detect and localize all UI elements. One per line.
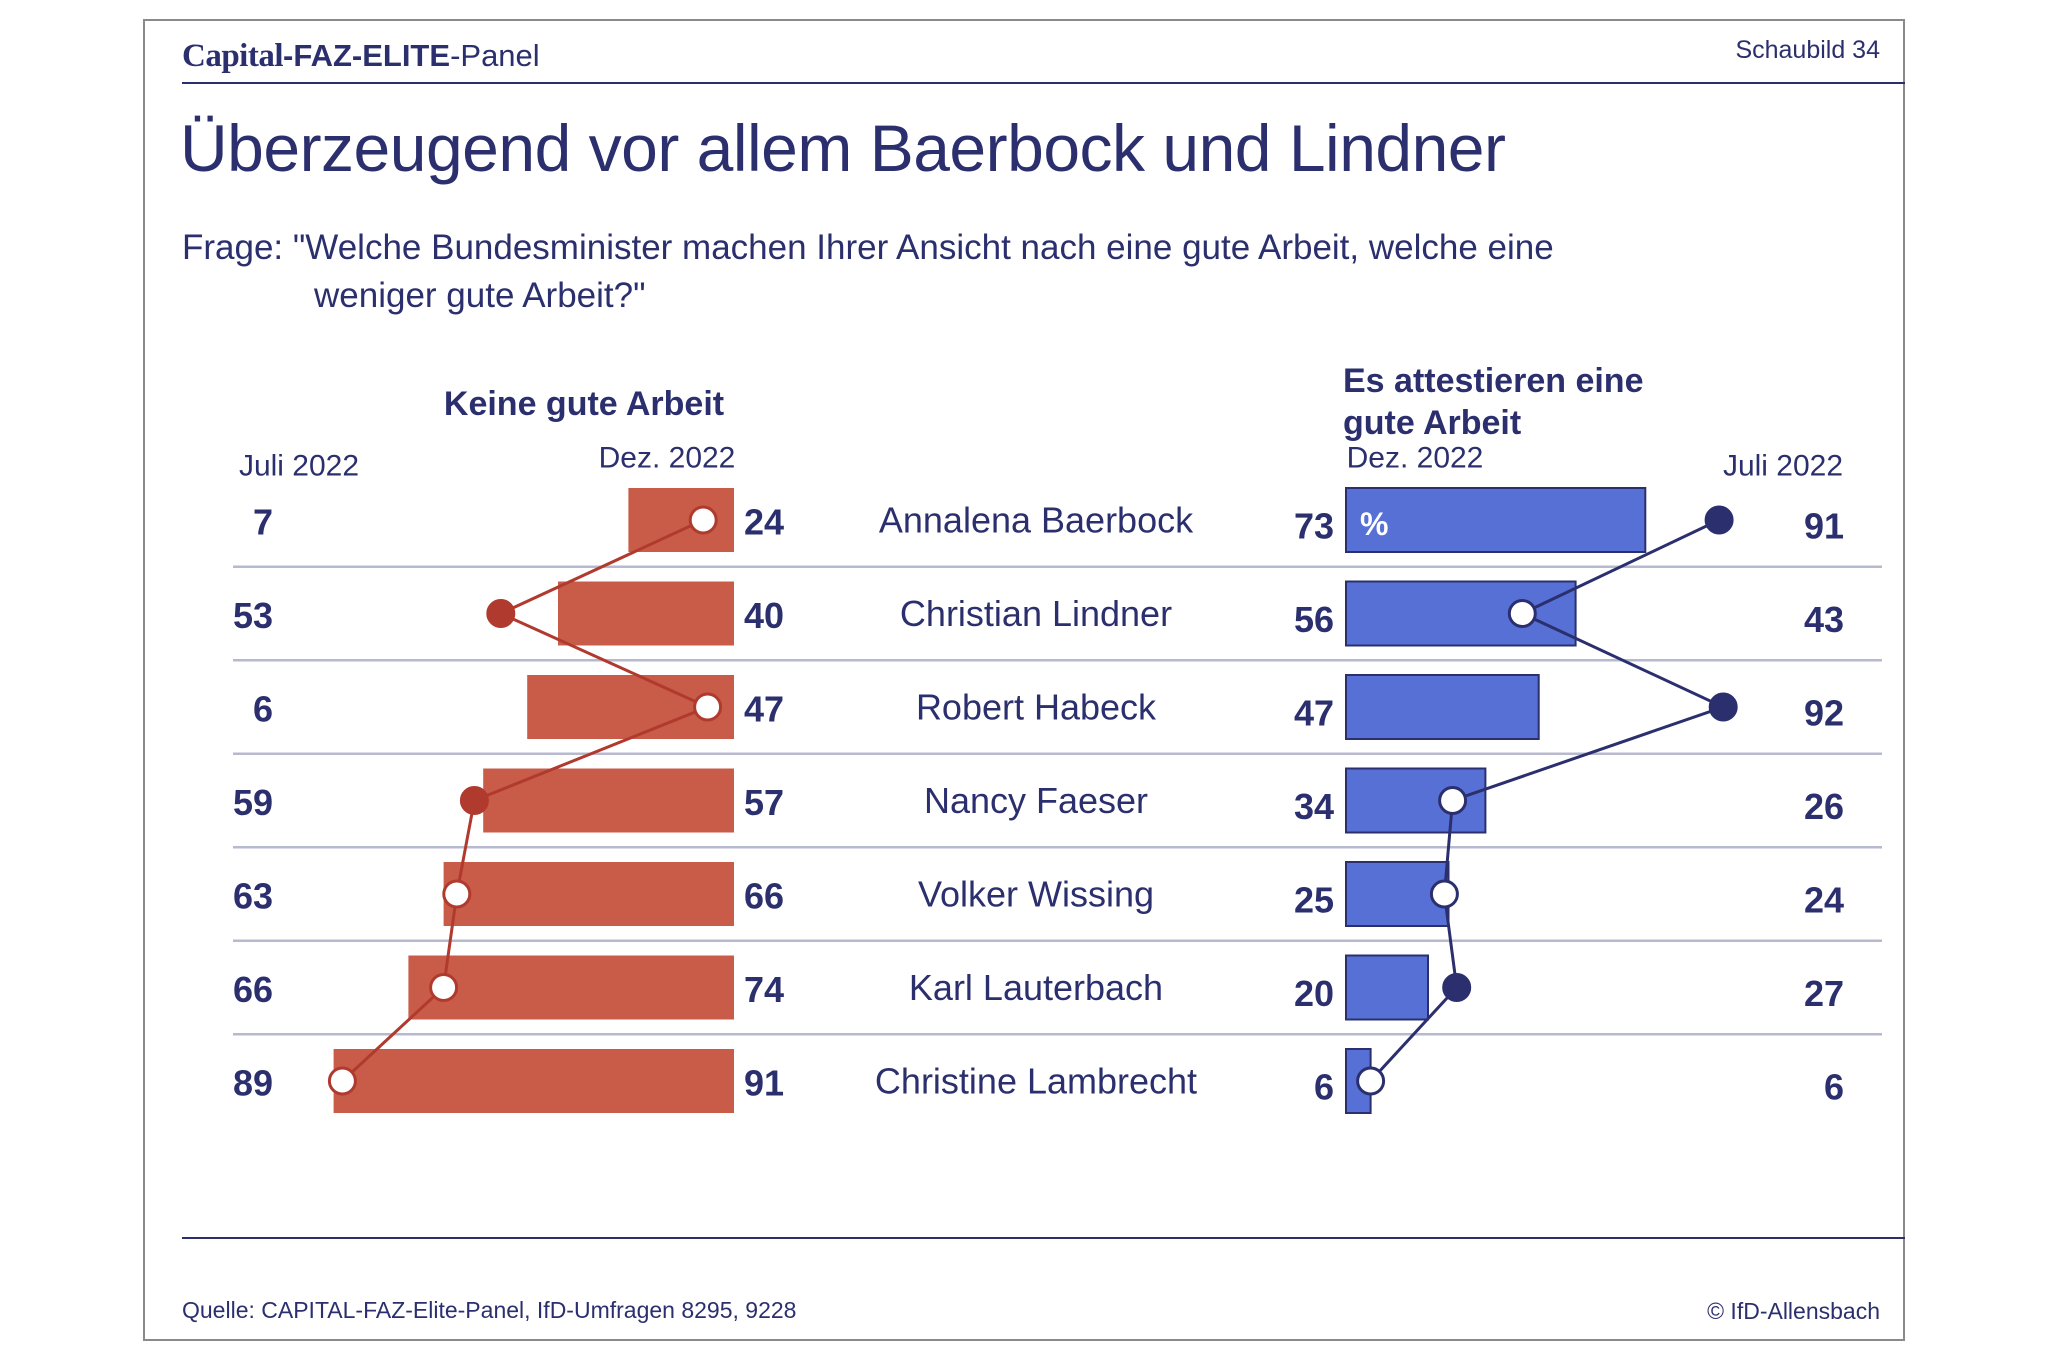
marker-keine-gute-arbeit-juli-2022 [693, 692, 723, 722]
bar-keine-gute-arbeit-dez-2022 [333, 1049, 734, 1113]
minister-name: Volker Wissing [918, 874, 1154, 915]
minister-name: Christine Lambrecht [875, 1061, 1197, 1102]
right-dez-header: Dez. 2022 [1347, 442, 1484, 475]
right-juli-header: Juli 2022 [1723, 450, 1843, 483]
header-rule [182, 82, 1905, 84]
brand-capital: Capital [182, 38, 284, 74]
chart-frame [143, 19, 1905, 1341]
bar-keine-gute-arbeit-dez-2022 [628, 488, 734, 552]
brand-logo: Capital-FAZ-ELITE-Panel [182, 38, 540, 75]
marker-keine-gute-arbeit-juli-2022 [688, 505, 718, 535]
bar-gute-arbeit-dez-2022 [1345, 954, 1429, 1021]
bar-keine-gute-arbeit-dez-2022 [443, 862, 734, 926]
label-keine-gute-arbeit-juli-2022: 59 [233, 782, 273, 823]
marker-keine-gute-arbeit-juli-2022 [459, 786, 489, 815]
marker-gute-arbeit-juli-2022 [1442, 973, 1472, 1002]
survey-question-line1: Frage: "Welche Bundesminister machen Ihr… [182, 228, 1554, 267]
figure-number: Schaubild 34 [1735, 36, 1880, 64]
label-keine-gute-arbeit-dez-2022: 74 [744, 969, 784, 1010]
label-keine-gute-arbeit-dez-2022: 47 [744, 689, 784, 730]
bar-gute-arbeit-dez-2022 [1345, 580, 1577, 647]
chart-title: Überzeugend vor allem Baerbock und Lindn… [180, 111, 1506, 185]
marker-gute-arbeit-juli-2022 [1429, 879, 1459, 909]
label-keine-gute-arbeit-dez-2022: 91 [744, 1063, 784, 1104]
marker-gute-arbeit-juli-2022 [1507, 599, 1537, 628]
label-keine-gute-arbeit-dez-2022: 66 [744, 876, 784, 917]
left-dez-header: Dez. 2022 [599, 442, 736, 475]
label-keine-gute-arbeit-juli-2022: 6 [253, 689, 273, 730]
label-gute-arbeit-dez-2022: 25 [1294, 880, 1334, 921]
minister-name: Christian Lindner [900, 593, 1172, 634]
brand-panel: -Panel [450, 38, 540, 73]
marker-gute-arbeit-juli-2022 [1708, 692, 1738, 722]
label-keine-gute-arbeit-juli-2022: 66 [233, 969, 273, 1010]
label-keine-gute-arbeit-dez-2022: 40 [744, 595, 784, 636]
right-panel-title-line1: Es attestieren eine [1343, 362, 1643, 400]
minister-name: Nancy Faeser [924, 780, 1148, 821]
marker-gute-arbeit-juli-2022 [1356, 1066, 1386, 1096]
bar-gute-arbeit-dez-2022 [1345, 487, 1647, 553]
label-gute-arbeit-juli-2022: 24 [1804, 880, 1844, 921]
label-keine-gute-arbeit-juli-2022: 7 [253, 502, 273, 543]
marker-keine-gute-arbeit-juli-2022 [486, 599, 516, 628]
minister-name: Annalena Baerbock [879, 500, 1194, 541]
survey-question: Frage: "Welche Bundesminister machen Ihr… [182, 224, 1802, 320]
marker-keine-gute-arbeit-juli-2022 [327, 1066, 357, 1096]
label-gute-arbeit-juli-2022: 43 [1804, 599, 1844, 640]
label-gute-arbeit-juli-2022: 6 [1824, 1067, 1844, 1108]
label-keine-gute-arbeit-juli-2022: 89 [233, 1063, 273, 1104]
label-keine-gute-arbeit-juli-2022: 53 [233, 595, 273, 636]
marker-gute-arbeit-juli-2022 [1704, 505, 1734, 535]
label-gute-arbeit-juli-2022: 26 [1804, 786, 1844, 827]
marker-gute-arbeit-juli-2022 [1438, 786, 1468, 815]
minister-name: Robert Habeck [916, 687, 1157, 728]
footer-rule [182, 1237, 1905, 1239]
minister-name: Karl Lauterbach [909, 967, 1163, 1008]
bar-keine-gute-arbeit-dez-2022 [408, 955, 734, 1020]
marker-keine-gute-arbeit-juli-2022 [429, 973, 459, 1002]
label-gute-arbeit-dez-2022: 6 [1314, 1067, 1334, 1108]
label-gute-arbeit-dez-2022: 47 [1294, 693, 1334, 734]
label-gute-arbeit-juli-2022: 91 [1804, 506, 1844, 547]
label-keine-gute-arbeit-dez-2022: 24 [744, 502, 784, 543]
label-gute-arbeit-dez-2022: 73 [1294, 506, 1334, 547]
left-panel-title: Keine gute Arbeit [444, 385, 724, 423]
label-gute-arbeit-juli-2022: 92 [1804, 693, 1844, 734]
percent-unit-label: % [1360, 506, 1388, 542]
label-gute-arbeit-dez-2022: 34 [1294, 786, 1334, 827]
bar-gute-arbeit-dez-2022 [1345, 674, 1540, 740]
brand-faz-elite: -FAZ-ELITE [283, 38, 451, 73]
label-gute-arbeit-juli-2022: 27 [1804, 973, 1844, 1014]
marker-keine-gute-arbeit-juli-2022 [442, 879, 472, 909]
bar-keine-gute-arbeit-dez-2022 [483, 768, 734, 833]
copyright-note: © IfD-Allensbach [1707, 1298, 1880, 1324]
label-gute-arbeit-dez-2022: 56 [1294, 599, 1334, 640]
label-keine-gute-arbeit-juli-2022: 63 [233, 876, 273, 917]
label-gute-arbeit-dez-2022: 20 [1294, 973, 1334, 1014]
label-keine-gute-arbeit-dez-2022: 57 [744, 782, 784, 823]
left-juli-header: Juli 2022 [239, 450, 359, 483]
source-note: Quelle: CAPITAL-FAZ-Elite-Panel, IfD-Umf… [182, 1297, 797, 1323]
bar-keine-gute-arbeit-dez-2022 [558, 581, 734, 646]
survey-question-line2: weniger gute Arbeit?" [314, 276, 646, 315]
right-panel-title-line2: gute Arbeit [1343, 404, 1521, 442]
